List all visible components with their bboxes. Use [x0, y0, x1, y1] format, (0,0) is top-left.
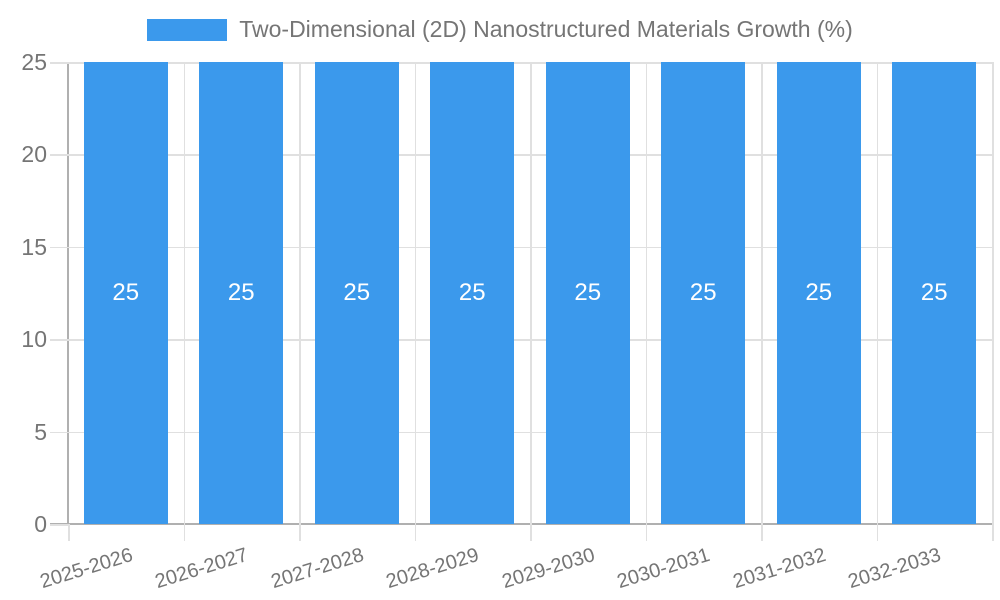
bar-value-label: 25 [805, 279, 833, 306]
y-axis-tick-label: 20 [21, 141, 47, 168]
bar[interactable]: 25 [83, 62, 168, 524]
bar-value-label: 25 [689, 279, 717, 306]
bar-value-label: 25 [920, 279, 948, 306]
x-axis-tick [183, 524, 185, 541]
x-axis-tick [992, 524, 994, 541]
x-axis-tick [299, 524, 301, 541]
legend-item[interactable]: Two-Dimensional (2D) Nanostructured Mate… [0, 16, 1000, 43]
x-axis-tick [761, 524, 763, 541]
x-gridline [530, 62, 532, 524]
x-axis-tick [530, 524, 532, 541]
legend-swatch-icon [147, 18, 228, 41]
bar[interactable]: 25 [545, 62, 630, 524]
x-gridline [645, 62, 647, 524]
x-axis-tick [645, 524, 647, 541]
x-gridline [761, 62, 763, 524]
x-gridline [876, 62, 878, 524]
x-axis-line [50, 523, 992, 525]
y-axis-tick-label: 25 [21, 49, 47, 75]
x-axis-tick [876, 524, 878, 541]
x-gridline [992, 62, 994, 524]
y-axis-tick [50, 62, 68, 64]
bar[interactable]: 25 [314, 62, 399, 524]
y-axis-tick [50, 339, 68, 341]
y-axis-tick [50, 246, 68, 249]
bar[interactable]: 25 [892, 62, 977, 524]
y-axis-tick-label: 5 [34, 418, 47, 445]
y-axis-tick [50, 431, 68, 434]
y-axis-tick [50, 154, 68, 156]
bar-value-label: 25 [112, 279, 140, 306]
legend-label: Two-Dimensional (2D) Nanostructured Mate… [239, 16, 853, 42]
bar[interactable]: 25 [430, 62, 515, 524]
y-axis-tick-label: 15 [21, 233, 47, 260]
y-axis-tick [50, 524, 68, 526]
x-axis-tick [414, 524, 416, 541]
bar-value-label: 25 [227, 279, 255, 306]
x-gridline [183, 62, 185, 524]
y-axis-line [67, 62, 69, 524]
y-axis-tick-label: 10 [21, 326, 47, 353]
bar-value-label: 25 [458, 279, 486, 306]
x-gridline [414, 62, 416, 524]
bar-value-label: 25 [574, 279, 602, 306]
x-axis-tick [68, 524, 70, 541]
bar[interactable]: 25 [661, 62, 746, 524]
x-gridline [299, 62, 301, 524]
bar[interactable]: 25 [776, 62, 861, 524]
y-axis-tick-label: 0 [34, 511, 47, 537]
bar-value-label: 25 [343, 279, 371, 306]
bar[interactable]: 25 [199, 62, 284, 524]
